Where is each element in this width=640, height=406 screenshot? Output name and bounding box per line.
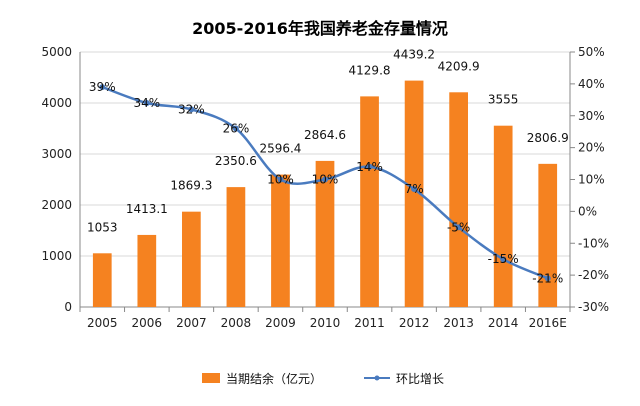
line-series	[99, 84, 551, 282]
y-right-tick-label: 20%	[578, 141, 605, 155]
line-data-label: 10%	[312, 173, 339, 187]
x-tick-label: 2010	[310, 316, 341, 330]
line-data-label: -15%	[488, 252, 519, 266]
x-tick-label: 2013	[443, 316, 474, 330]
line-data-label: 7%	[405, 182, 424, 196]
bar-data-label: 2806.9	[527, 131, 569, 145]
line-point	[544, 275, 551, 282]
y-right-tick-label: 30%	[578, 109, 605, 123]
legend-bar-label: 当期结余（亿元）	[226, 371, 322, 386]
bar-series	[92, 80, 558, 307]
legend-bar-swatch	[202, 373, 220, 383]
bar	[137, 234, 157, 307]
x-tick-label: 2014	[488, 316, 519, 330]
bar	[92, 253, 112, 307]
bar	[404, 80, 424, 307]
bar-data-label: 2864.6	[304, 128, 346, 142]
x-tick-label: 2009	[265, 316, 296, 330]
bar-data-label: 3555	[488, 93, 519, 107]
y-left-tick-label: 4000	[41, 96, 72, 110]
y-right-tick-label: 10%	[578, 173, 605, 187]
y-right-tick-label: 0%	[578, 204, 597, 218]
line-data-label: 26%	[223, 122, 250, 136]
line-data-label: 32%	[178, 102, 205, 116]
y-right-tick-label: 50%	[578, 45, 605, 59]
x-tick-label: 2011	[354, 316, 385, 330]
legend: 当期结余（亿元） 环比增长	[202, 371, 444, 386]
line-point	[99, 84, 106, 91]
bar	[226, 187, 246, 307]
x-tick-label: 2016E	[529, 316, 567, 330]
line-point	[366, 163, 373, 170]
line-point	[232, 125, 239, 132]
line-data-label: 34%	[133, 96, 160, 110]
y-right-tick-label: -20%	[578, 268, 609, 282]
bar-data-label: 4439.2	[393, 48, 435, 62]
line-data-label: 10%	[267, 173, 294, 187]
line-point	[500, 256, 507, 263]
bar-data-label: 1869.3	[170, 179, 212, 193]
legend-line-label: 环比增长	[396, 372, 444, 386]
bar-data-label: 4129.8	[349, 63, 391, 77]
bar-data-label: 2596.4	[259, 142, 301, 156]
x-tick-label: 2006	[132, 316, 163, 330]
x-tick-label: 2012	[399, 316, 430, 330]
bar	[493, 125, 513, 307]
line-point	[322, 176, 328, 183]
line-data-labels: 39% 34% 32% 26% 10% 10% 14% 7% -5% -15% -21%	[89, 80, 563, 285]
bar	[449, 92, 468, 307]
y-right-tick-label: -30%	[578, 300, 609, 314]
y-right-tick-label: 40%	[578, 77, 605, 91]
legend-line-marker	[374, 375, 380, 381]
y-left-tick-label: 2000	[41, 198, 72, 212]
bar	[538, 163, 558, 307]
x-tick-label: 2007	[176, 316, 207, 330]
line-point	[411, 186, 418, 193]
bar	[315, 160, 335, 307]
line-data-label: -21%	[532, 271, 563, 285]
y-right-tick-label: -10%	[578, 236, 609, 250]
bar-data-label: 4209.9	[438, 59, 480, 73]
bar	[182, 211, 201, 307]
x-tick-label: 2008	[221, 316, 252, 330]
line-point	[277, 176, 284, 183]
bar-data-label: 2350.6	[215, 154, 257, 168]
line-point	[143, 100, 150, 106]
y-left-tick-label: 1000	[41, 249, 72, 263]
bar-data-label: 1053	[87, 220, 118, 234]
y-left-tick-label: 3000	[41, 147, 72, 161]
line-data-label: -5%	[447, 220, 470, 234]
y-left-tick-label: 0	[64, 300, 72, 314]
y-left-tick-label: 5000	[41, 45, 72, 59]
line-point	[455, 224, 462, 231]
bar-data-label: 1413.1	[126, 202, 168, 216]
bar	[360, 96, 379, 307]
axes: 0 1000 2000 3000 4000 5000 -30% -20% -10% 0% 10% 20…	[41, 45, 609, 330]
chart-title: 2005-2016年我国养老金存量情况	[192, 19, 448, 38]
line-data-label: 39%	[89, 80, 116, 94]
line-point	[188, 106, 195, 113]
bar	[271, 174, 290, 307]
line-data-label: 14%	[356, 160, 383, 174]
x-tick-label: 2005	[87, 316, 118, 330]
